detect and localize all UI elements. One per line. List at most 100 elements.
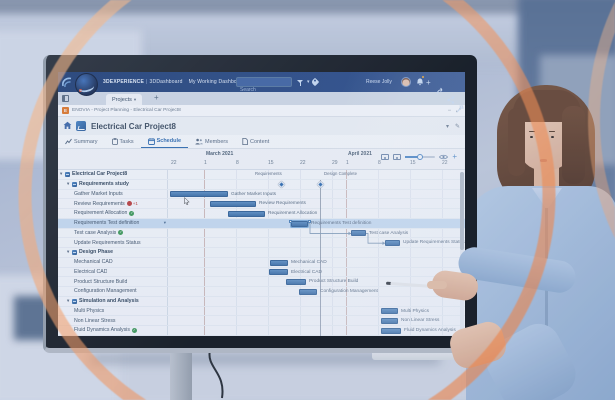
fit-view-icon[interactable] (381, 154, 390, 160)
task-row[interactable]: Fluid Dynamics Analysis ✓ (58, 326, 168, 336)
tab-label: Schedule (156, 138, 182, 144)
add-content-button[interactable]: + (426, 72, 431, 92)
task-row[interactable]: Mechanical CAD (58, 258, 168, 268)
3ds-logo-icon[interactable] (61, 72, 74, 92)
task-type-icon (72, 181, 77, 187)
gantt-toolbar: + (381, 151, 457, 163)
tab-label: Content (249, 138, 270, 145)
task-label: Non Linear Stress (74, 317, 116, 324)
task-label: Design Phase (79, 249, 114, 256)
task-row[interactable]: Non Linear Stress (58, 316, 168, 326)
presenter-brow (549, 131, 555, 132)
notifications-button[interactable] (415, 75, 425, 86)
tab-label: Members (205, 138, 228, 145)
tab-tasks[interactable]: Tasks (105, 135, 141, 148)
minimize-icon[interactable]: − (447, 108, 452, 114)
monitor-stand (170, 350, 192, 400)
task-label: Test case Analysis (74, 229, 117, 236)
home-icon[interactable] (63, 117, 72, 135)
tab-label: Projects (112, 96, 132, 103)
timeline-tick: 1 (346, 160, 349, 166)
task-type-icon (65, 171, 70, 177)
task-row[interactable]: Gather Market Inputs (58, 190, 168, 200)
task-row[interactable]: Review Requirements +1 (58, 199, 168, 209)
filter-funnel-icon[interactable] (297, 79, 304, 86)
brand-divider: | (146, 79, 148, 85)
task-type-icon (72, 298, 77, 304)
app-name: 3DDashboard (149, 79, 183, 85)
timeline-tick: 29 (332, 160, 338, 166)
task-list-header (58, 149, 168, 170)
app-screen: 3DEXPERIENCE | 3DDashboard My Working Da… (58, 72, 465, 336)
task-row[interactable]: Product Structure Build (58, 277, 168, 287)
tools-button[interactable] (455, 104, 464, 113)
brand-name: 3DEXPERIENCE (103, 79, 145, 85)
tab-label: Summary (74, 138, 98, 145)
user-avatar[interactable] (401, 72, 411, 92)
dependency-arrow (348, 231, 351, 236)
timeline-tick: 1 (204, 160, 207, 166)
widget-header: E ENOVIA - Project Planning - Electrical… (58, 105, 465, 117)
user-menu[interactable]: Reese Jolly (366, 72, 392, 92)
chevron-down-icon[interactable]: ▾ (133, 96, 137, 102)
task-row[interactable]: Electrical CAD (58, 268, 168, 278)
share-button[interactable] (436, 86, 445, 95)
visibility-eye-icon[interactable] (439, 154, 449, 160)
task-label: Electrical CAD (74, 268, 108, 275)
tab-members[interactable]: Members (188, 135, 235, 148)
expander-icon[interactable]: ▾ (67, 298, 70, 304)
timeline-tick: 22 (300, 160, 306, 166)
panels-icon[interactable] (62, 95, 69, 102)
task-row[interactable]: ▾ Electrical Car Project8 (58, 170, 168, 180)
chevron-down-icon[interactable]: ▾ (307, 79, 310, 85)
task-row[interactable]: ▾ Requirements study (58, 180, 168, 190)
tab-content[interactable]: Content (235, 135, 276, 148)
task-row[interactable]: Requirements Test definition ▾ (58, 218, 168, 229)
enovia-badge-icon: E (62, 107, 69, 114)
dependency-link (308, 223, 351, 234)
task-row[interactable]: Update Requirements Status (58, 238, 168, 248)
3dexperience-globe-icon[interactable] (75, 73, 98, 96)
task-label: Update Requirements Status (74, 239, 141, 246)
task-row[interactable]: Multi Physics (58, 307, 168, 317)
platform-topbar: 3DEXPERIENCE | 3DDashboard My Working Da… (58, 72, 465, 112)
snapshot-icon[interactable] (393, 154, 402, 160)
presenter-finger (427, 281, 447, 289)
notification-badge (421, 75, 425, 79)
task-row[interactable]: Configuration Management (58, 287, 168, 297)
edit-pencil-icon[interactable]: ✎ (454, 123, 460, 130)
task-row[interactable]: ▾ Simulation and Analysis (58, 297, 168, 307)
chevron-down-icon[interactable]: ▾ (445, 123, 449, 130)
expander-icon[interactable]: ▾ (67, 249, 70, 255)
task-label: Fluid Dynamics Analysis (74, 327, 130, 334)
task-row[interactable]: Requirement Allocation ✓ (58, 209, 168, 219)
tab-projects[interactable]: Projects ▾ (106, 94, 143, 105)
expander-icon[interactable]: ▾ (60, 171, 63, 177)
task-label: Mechanical CAD (74, 259, 113, 266)
add-task-icon[interactable]: + (452, 152, 457, 161)
project-planning-app-icon[interactable] (76, 121, 86, 131)
chevron-down-icon[interactable]: ▾ (163, 220, 166, 226)
zoom-slider-knob[interactable] (417, 154, 424, 160)
task-row[interactable]: ▾ Design Phase (58, 248, 168, 258)
task-row[interactable]: Test case Analysis ✓ (58, 229, 168, 239)
task-label: Electrical Car Project8 (72, 171, 128, 178)
tag-icon (310, 77, 320, 87)
add-tab-button[interactable]: + (154, 93, 159, 102)
search-input[interactable] (237, 86, 291, 94)
status-alert-icon (126, 201, 132, 207)
task-type-icon (72, 249, 77, 255)
gantt-panel: ▾ Electrical Car Project8 ▾ Requirements st… (58, 149, 465, 336)
search-filter[interactable]: ▾ (297, 72, 310, 92)
tab-schedule[interactable]: Schedule (140, 135, 189, 148)
breadcrumb[interactable]: ENOVIA - Project Planning - Electrical C… (72, 108, 181, 113)
tab-summary[interactable]: Summary (58, 135, 105, 148)
expander-icon[interactable]: ▾ (67, 181, 70, 187)
task-label: Requirement Allocation (74, 210, 128, 217)
zoom-slider[interactable] (405, 154, 436, 160)
global-search[interactable] (236, 77, 292, 94)
dependency-link (366, 233, 385, 244)
share-network-button[interactable] (446, 95, 455, 104)
tag-button[interactable] (310, 72, 320, 92)
presenter-mouth (540, 159, 547, 162)
